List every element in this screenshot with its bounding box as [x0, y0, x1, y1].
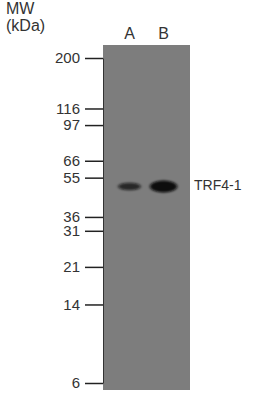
- y-tick-mark: [85, 177, 103, 179]
- y-tick: 31: [63, 222, 103, 239]
- figure: 200116976655363121146MW(kDa)ABTRF4-1: [0, 0, 256, 397]
- y-tick-label: 66: [63, 152, 80, 169]
- y-tick-mark: [85, 231, 103, 233]
- y-tick-label: 21: [63, 258, 80, 275]
- y-tick-mark: [85, 58, 103, 60]
- y-tick: 55: [63, 169, 103, 186]
- y-tick-mark: [85, 304, 103, 306]
- y-tick: 116: [56, 100, 103, 117]
- y-tick-mark: [85, 161, 103, 163]
- band: [150, 180, 177, 192]
- y-tick: 97: [63, 116, 103, 133]
- y-tick-mark: [85, 217, 103, 219]
- lane-axis: AB: [124, 25, 169, 42]
- y-tick: 6: [72, 374, 103, 391]
- y-tick-label: 14: [63, 296, 80, 313]
- y-tick: 21: [63, 258, 103, 275]
- y-tick-label: 31: [63, 222, 80, 239]
- y-axis-title: MW: [6, 0, 35, 17]
- lane-label: A: [124, 25, 135, 42]
- lane: B: [158, 25, 169, 42]
- band: [118, 183, 141, 191]
- y-tick-mark: [85, 125, 103, 127]
- bands: [118, 180, 177, 192]
- lane-label: B: [158, 25, 169, 42]
- y-axis: 200116976655363121146: [55, 49, 104, 391]
- membrane: [103, 45, 190, 390]
- y-tick-label: 55: [63, 169, 80, 186]
- y-tick: 66: [63, 152, 103, 169]
- y-tick-mark: [85, 383, 103, 385]
- y-tick-label: 200: [55, 49, 80, 66]
- y-tick-label: 6: [72, 374, 80, 391]
- y-axis-title: (kDa): [6, 17, 45, 34]
- y-tick-mark: [85, 267, 103, 269]
- y-tick-label: 116: [56, 100, 80, 117]
- band-label: TRF4-1: [194, 177, 242, 193]
- y-tick-mark: [85, 108, 103, 110]
- lane: A: [124, 25, 135, 42]
- y-tick: 200: [55, 49, 103, 66]
- y-tick: 14: [63, 296, 103, 313]
- y-tick-label: 97: [63, 116, 80, 133]
- y-axis-line: [103, 59, 104, 384]
